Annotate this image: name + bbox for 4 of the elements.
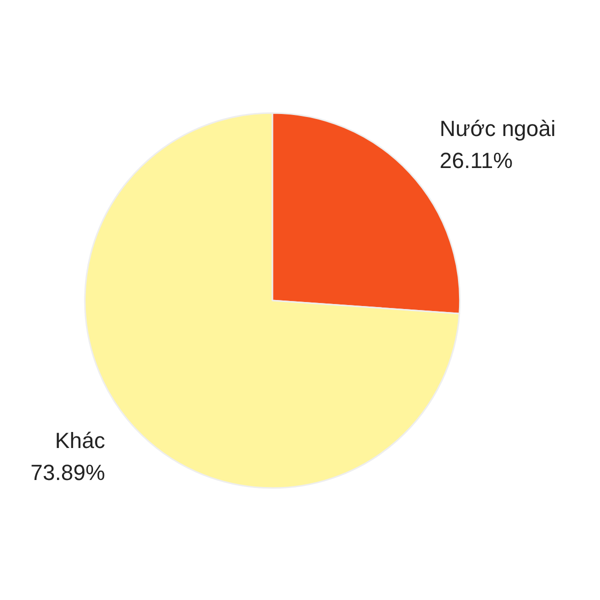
slice-label: Khác — [54, 428, 106, 454]
data-label: 73.89% — [30, 460, 106, 485]
slice-label: Nước ngoài — [440, 116, 556, 142]
data-label: 26.11% — [440, 148, 513, 173]
